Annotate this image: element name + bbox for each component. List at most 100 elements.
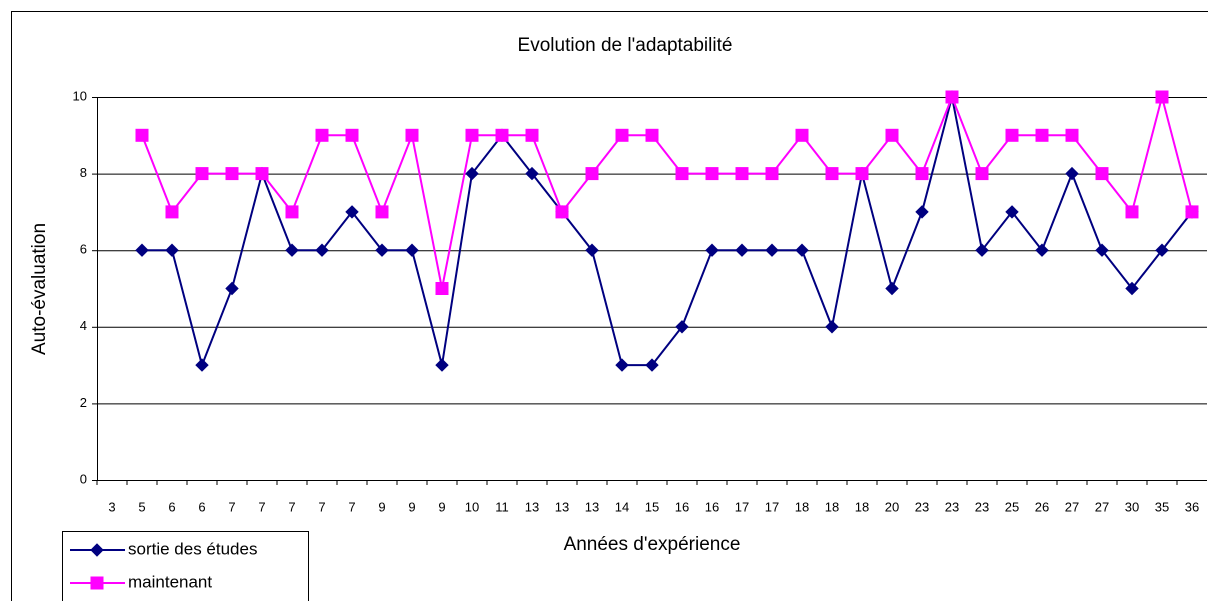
y-tick-label: 2 bbox=[80, 395, 87, 410]
data-point bbox=[975, 243, 989, 257]
data-point bbox=[1035, 128, 1049, 142]
x-tick-label: 7 bbox=[288, 499, 295, 514]
x-tick-label: 9 bbox=[378, 499, 385, 514]
x-tick-label: 16 bbox=[705, 499, 719, 514]
data-point bbox=[1155, 243, 1169, 257]
data-point bbox=[615, 358, 629, 372]
data-point bbox=[645, 358, 659, 372]
data-point bbox=[1065, 128, 1079, 142]
data-point bbox=[825, 167, 839, 181]
data-point bbox=[1065, 166, 1079, 181]
y-tick-label: 0 bbox=[80, 471, 87, 486]
data-point bbox=[345, 128, 359, 142]
data-point bbox=[705, 243, 719, 257]
data-point bbox=[675, 320, 689, 334]
data-point bbox=[435, 282, 449, 295]
data-point bbox=[645, 128, 659, 142]
legend-label: maintenant bbox=[128, 572, 212, 591]
x-tick-label: 6 bbox=[168, 499, 175, 514]
y-axis-title: Auto-évaluation bbox=[29, 223, 50, 355]
x-tick-label: 7 bbox=[228, 499, 235, 514]
data-point bbox=[165, 205, 179, 219]
x-tick-label: 6 bbox=[198, 499, 205, 514]
data-point bbox=[225, 281, 239, 296]
x-tick-label: 10 bbox=[465, 499, 479, 514]
x-tick-label: 7 bbox=[318, 499, 325, 514]
data-point bbox=[555, 205, 569, 219]
y-tick-label: 6 bbox=[80, 242, 87, 257]
data-point bbox=[465, 166, 479, 181]
data-point bbox=[495, 128, 509, 142]
data-point bbox=[975, 167, 989, 181]
data-point bbox=[1005, 128, 1019, 142]
x-tick-label: 5 bbox=[138, 499, 145, 514]
x-tick-label: 9 bbox=[438, 499, 445, 514]
chart-title: Evolution de l'adaptabilité bbox=[518, 35, 733, 56]
data-point bbox=[285, 243, 299, 257]
x-tick-label: 7 bbox=[348, 499, 355, 514]
data-point bbox=[1155, 90, 1169, 104]
x-tick-label: 13 bbox=[585, 499, 599, 514]
legend-label: sortie des études bbox=[128, 539, 257, 558]
data-point bbox=[855, 167, 869, 181]
x-tick-label: 30 bbox=[1125, 499, 1139, 514]
data-point bbox=[795, 243, 809, 257]
data-point bbox=[375, 205, 389, 219]
data-point bbox=[375, 243, 389, 257]
data-point bbox=[615, 128, 629, 142]
x-tick-label: 20 bbox=[885, 499, 899, 514]
data-point bbox=[1125, 281, 1139, 296]
x-tick-label: 7 bbox=[258, 499, 265, 514]
data-point bbox=[885, 281, 899, 296]
y-tick-label: 10 bbox=[73, 88, 87, 103]
x-tick-label: 23 bbox=[915, 499, 929, 514]
data-point bbox=[285, 205, 299, 219]
data-point bbox=[735, 167, 749, 181]
data-point bbox=[705, 167, 719, 181]
x-tick-label: 14 bbox=[615, 499, 629, 514]
data-point bbox=[1095, 243, 1109, 257]
x-tick-label: 17 bbox=[735, 499, 749, 514]
x-axis-title: Années d'expérience bbox=[564, 534, 741, 555]
data-point bbox=[195, 167, 209, 181]
data-point bbox=[585, 243, 599, 257]
data-point bbox=[765, 167, 779, 181]
legend-marker bbox=[90, 543, 104, 557]
x-tick-label: 9 bbox=[408, 499, 415, 514]
data-point bbox=[315, 128, 329, 142]
data-point bbox=[405, 128, 419, 142]
data-point bbox=[1005, 205, 1019, 219]
y-tick-label: 8 bbox=[80, 165, 87, 180]
data-point bbox=[405, 243, 419, 257]
x-tick-label: 13 bbox=[525, 499, 539, 514]
series-line bbox=[142, 96, 1193, 369]
data-point bbox=[915, 205, 929, 219]
data-point bbox=[525, 166, 539, 181]
data-point bbox=[885, 128, 899, 142]
data-point bbox=[825, 320, 839, 334]
data-point bbox=[765, 243, 779, 257]
x-tick-label: 25 bbox=[1005, 499, 1019, 514]
x-tick-label: 16 bbox=[675, 499, 689, 514]
x-tick-label: 11 bbox=[495, 499, 509, 514]
data-point bbox=[225, 167, 239, 181]
data-point bbox=[675, 167, 689, 181]
x-tick-label: 35 bbox=[1155, 499, 1169, 514]
data-point bbox=[255, 167, 269, 181]
data-point bbox=[135, 128, 149, 142]
data-point bbox=[915, 167, 929, 181]
data-point bbox=[525, 128, 539, 142]
y-tick-label: 4 bbox=[80, 318, 87, 333]
legend-marker bbox=[90, 576, 104, 590]
x-tick-label: 27 bbox=[1095, 499, 1109, 514]
data-point bbox=[1035, 243, 1049, 257]
x-tick-label: 23 bbox=[945, 499, 959, 514]
x-tick-label: 18 bbox=[795, 499, 809, 514]
data-point bbox=[195, 358, 209, 372]
x-tick-label: 18 bbox=[855, 499, 869, 514]
data-point bbox=[735, 243, 749, 257]
data-point bbox=[165, 243, 179, 257]
x-tick-label: 27 bbox=[1065, 499, 1079, 514]
series-line bbox=[141, 93, 1193, 289]
